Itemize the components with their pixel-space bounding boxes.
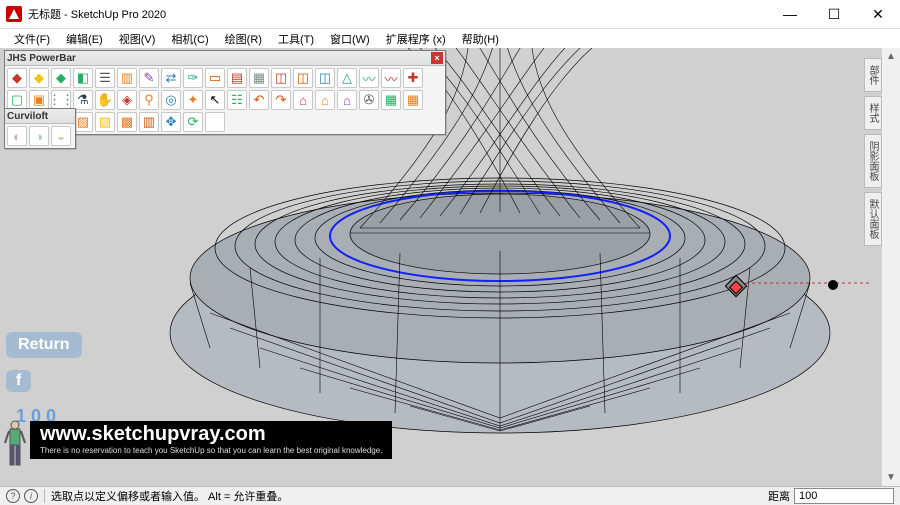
palette-jhs-title: JHS PowerBar xyxy=(7,53,431,64)
reload-icon[interactable]: ⟳ xyxy=(183,112,203,132)
ruby-icon[interactable]: ◈ xyxy=(117,90,137,110)
link-icon[interactable]: ⚲ xyxy=(139,90,159,110)
grid-icon[interactable]: ▦ xyxy=(249,68,269,88)
cursor-icon[interactable]: ↖ xyxy=(205,90,225,110)
folder-icon[interactable]: ▭ xyxy=(205,68,225,88)
hand-icon[interactable]: ✋ xyxy=(95,90,115,110)
wave-red-icon[interactable]: 〰 xyxy=(381,68,401,88)
watermark-sub: There is no reservation to teach you Ske… xyxy=(40,446,382,459)
scale-figure-icon xyxy=(4,419,26,467)
move-icon[interactable]: ✥ xyxy=(161,112,181,132)
fill4-icon[interactable]: ▥ xyxy=(139,112,159,132)
overlay-f-button[interactable]: f xyxy=(6,370,31,392)
menu-camera[interactable]: 相机(C) xyxy=(163,29,216,49)
menubar: 文件(F) 编辑(E) 视图(V) 相机(C) 绘图(R) 工具(T) 窗口(W… xyxy=(0,29,900,50)
fill3-icon[interactable]: ▩ xyxy=(117,112,137,132)
vertical-scrollbar[interactable]: ▲ ▼ xyxy=(882,48,900,487)
fill1-icon[interactable]: ▨ xyxy=(73,112,93,132)
palette-curviloft-body: ◐◑◒ xyxy=(5,124,75,148)
status-help-icon[interactable] xyxy=(6,489,20,503)
maximize-button[interactable]: ☐ xyxy=(812,0,856,28)
box-orange-icon[interactable]: ◫ xyxy=(293,68,313,88)
titlebar: 无标题 - SketchUp Pro 2020 — ☐ ✕ xyxy=(0,0,900,29)
triangle-icon[interactable]: △ xyxy=(337,68,357,88)
status-info-icon[interactable] xyxy=(24,489,38,503)
star-icon[interactable]: ✦ xyxy=(183,90,203,110)
menu-tools[interactable]: 工具(T) xyxy=(270,29,322,49)
axis-endpoint-icon xyxy=(828,280,838,290)
swap-icon[interactable]: ⇄ xyxy=(161,68,181,88)
minimize-button[interactable]: — xyxy=(768,0,812,28)
statusbar: 选取点以定义偏移或者输入值。 Alt = 允许重叠。 距离 xyxy=(0,486,900,505)
menu-draw[interactable]: 绘图(R) xyxy=(217,29,270,49)
menu-help[interactable]: 帮助(H) xyxy=(454,29,507,49)
wave-green-icon[interactable]: 〰 xyxy=(359,68,379,88)
watermark: www.sketchupvray.com There is no reserva… xyxy=(30,421,392,459)
loft1-icon[interactable]: ◐ xyxy=(7,126,27,146)
app-icon xyxy=(6,6,22,22)
scroll-up-icon[interactable]: ▲ xyxy=(882,48,900,66)
loft3-icon[interactable]: ◒ xyxy=(51,126,71,146)
plus-icon[interactable]: ✚ xyxy=(403,68,423,88)
distance-label: 距离 xyxy=(768,488,790,504)
distance-input[interactable] xyxy=(794,488,894,504)
menu-edit[interactable]: 编辑(E) xyxy=(58,29,111,49)
close-button[interactable]: ✕ xyxy=(856,0,900,28)
palette-jhs-close-icon[interactable]: × xyxy=(431,52,443,64)
picker-icon[interactable]: ✑ xyxy=(183,68,203,88)
palette-curviloft-title: Curviloft xyxy=(7,111,73,122)
flask-icon[interactable]: ⚗ xyxy=(73,90,93,110)
house1-icon[interactable]: ⌂ xyxy=(293,90,313,110)
palette-curviloft[interactable]: Curviloft ◐◑◒ xyxy=(4,108,76,149)
menu-file[interactable]: 文件(F) xyxy=(6,29,58,49)
side-tab-0[interactable]: 部件 xyxy=(864,58,882,92)
box-blue-icon[interactable]: ◫ xyxy=(315,68,335,88)
workspace: JHS PowerBar × ◆◆◆◧☰▥✎⇄✑▭▤▦◫◫◫△〰〰✚▢▣⋮⋮⚗✋… xyxy=(0,48,900,487)
redo-icon[interactable]: ↷ xyxy=(271,90,291,110)
side-tabs: 部件 样式 阴影面板 默认面板 xyxy=(864,48,882,246)
cube-yellow-icon[interactable]: ◆ xyxy=(29,68,49,88)
tile2-icon[interactable]: ▦ xyxy=(403,90,423,110)
loft2-icon[interactable]: ◑ xyxy=(29,126,49,146)
window-title: 无标题 - SketchUp Pro 2020 xyxy=(28,6,166,22)
cube-green-icon[interactable]: ◆ xyxy=(51,68,71,88)
undo-icon[interactable]: ↶ xyxy=(249,90,269,110)
viewport-3d[interactable]: JHS PowerBar × ◆◆◆◧☰▥✎⇄✑▭▤▦◫◫◫△〰〰✚▢▣⋮⋮⚗✋… xyxy=(0,48,882,487)
menu-view[interactable]: 视图(V) xyxy=(111,29,164,49)
side-tab-3[interactable]: 默认面板 xyxy=(864,192,882,246)
square-green-icon[interactable]: ▢ xyxy=(7,90,27,110)
disk-icon[interactable]: ✇ xyxy=(359,90,379,110)
box-red-icon[interactable]: ◫ xyxy=(271,68,291,88)
side-tab-1[interactable]: 样式 xyxy=(864,96,882,130)
select-icon[interactable]: ▣ xyxy=(29,90,49,110)
target-icon[interactable]: ◎ xyxy=(161,90,181,110)
house2-icon[interactable]: ⌂ xyxy=(315,90,335,110)
menu-window[interactable]: 窗口(W) xyxy=(322,29,378,49)
side-tab-2[interactable]: 阴影面板 xyxy=(864,134,882,188)
page-icon[interactable]: ▥ xyxy=(117,68,137,88)
cube-add-icon[interactable]: ◧ xyxy=(73,68,93,88)
overlay-return-button[interactable]: Return xyxy=(6,332,82,358)
layers2-icon[interactable]: ☷ xyxy=(227,90,247,110)
scroll-down-icon[interactable]: ▼ xyxy=(882,469,900,487)
dots-icon[interactable]: ⋮⋮ xyxy=(51,90,71,110)
house3-icon[interactable]: ⌂ xyxy=(337,90,357,110)
cube-red-icon[interactable]: ◆ xyxy=(7,68,27,88)
tile1-icon[interactable]: ▦ xyxy=(381,90,401,110)
brush-icon[interactable]: ✎ xyxy=(139,68,159,88)
layer-icon[interactable]: ☰ xyxy=(95,68,115,88)
fill2-icon[interactable]: ▧ xyxy=(95,112,115,132)
status-hint: 选取点以定义偏移或者输入值。 Alt = 允许重叠。 xyxy=(45,488,294,504)
blank1-icon[interactable] xyxy=(205,112,225,132)
save-icon[interactable]: ▤ xyxy=(227,68,247,88)
menu-ext[interactable]: 扩展程序 (x) xyxy=(378,29,454,49)
watermark-url: www.sketchupvray.com xyxy=(40,423,266,445)
